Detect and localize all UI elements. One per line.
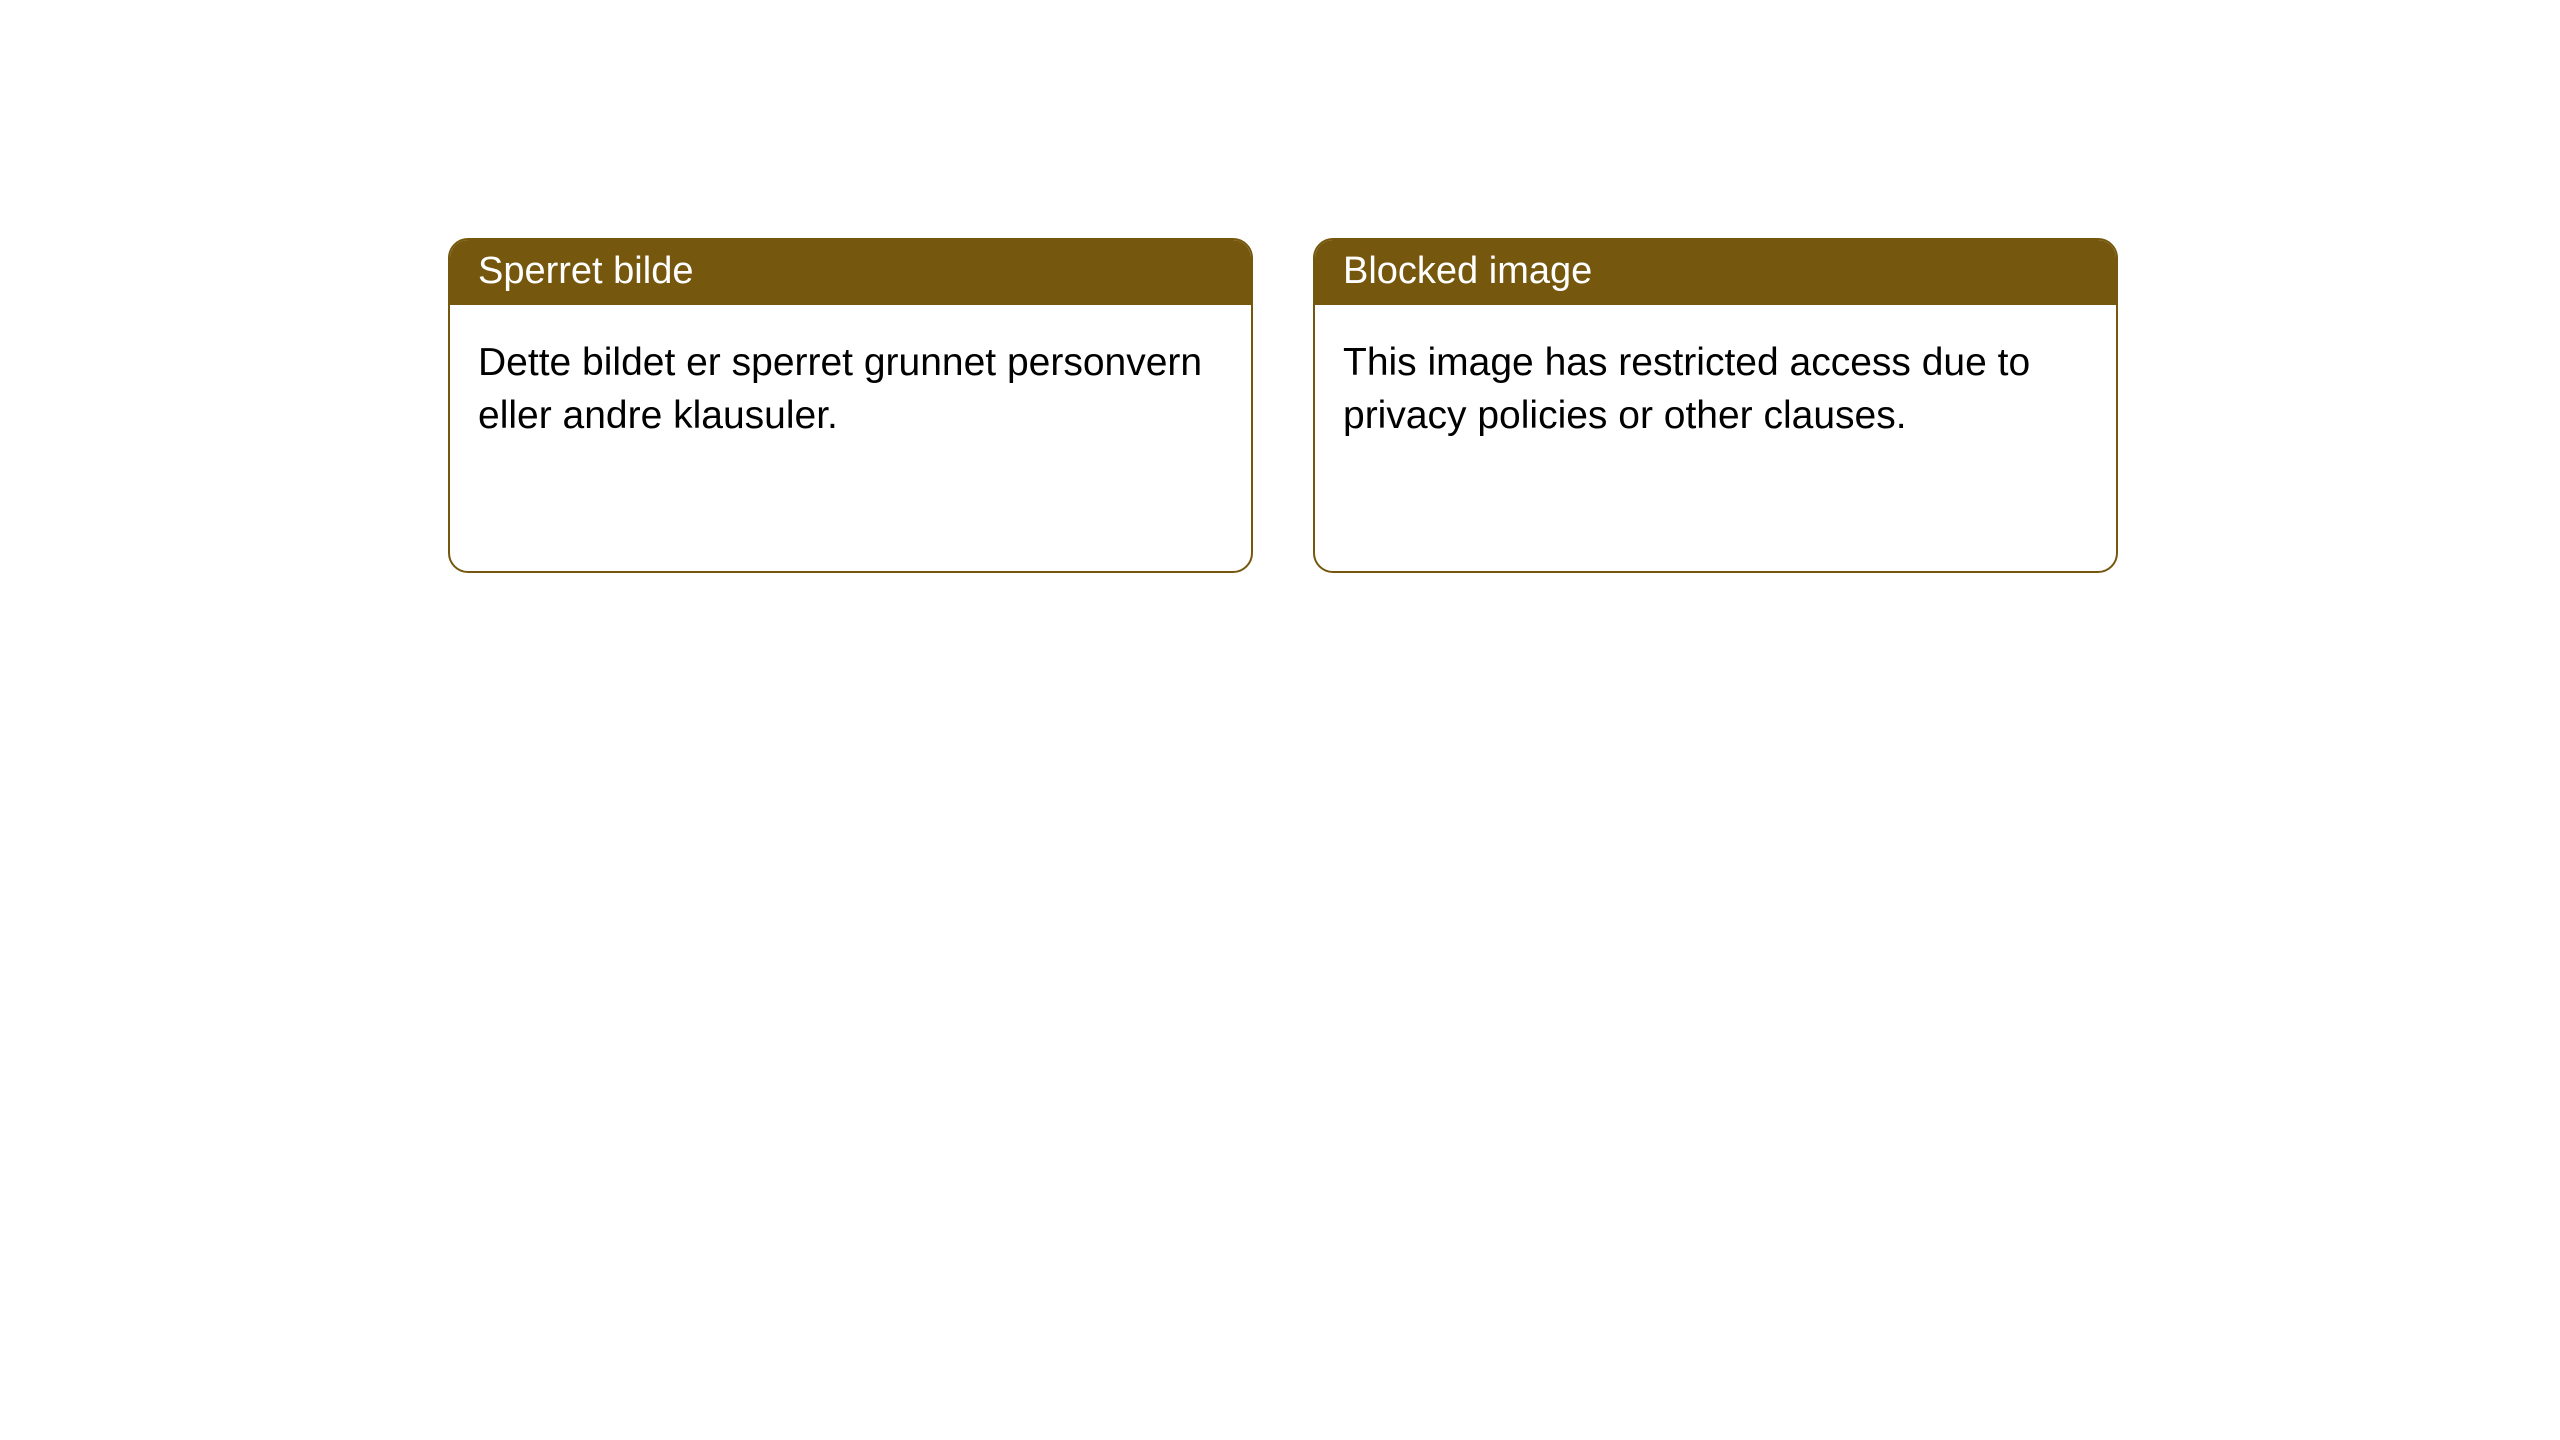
notice-header-norwegian: Sperret bilde [450,240,1251,305]
notice-card-english: Blocked image This image has restricted … [1313,238,2118,573]
notice-header-english: Blocked image [1315,240,2116,305]
notice-body-norwegian: Dette bildet er sperret grunnet personve… [450,305,1251,474]
notice-container: Sperret bilde Dette bildet er sperret gr… [0,0,2560,573]
notice-card-norwegian: Sperret bilde Dette bildet er sperret gr… [448,238,1253,573]
notice-body-english: This image has restricted access due to … [1315,305,2116,474]
